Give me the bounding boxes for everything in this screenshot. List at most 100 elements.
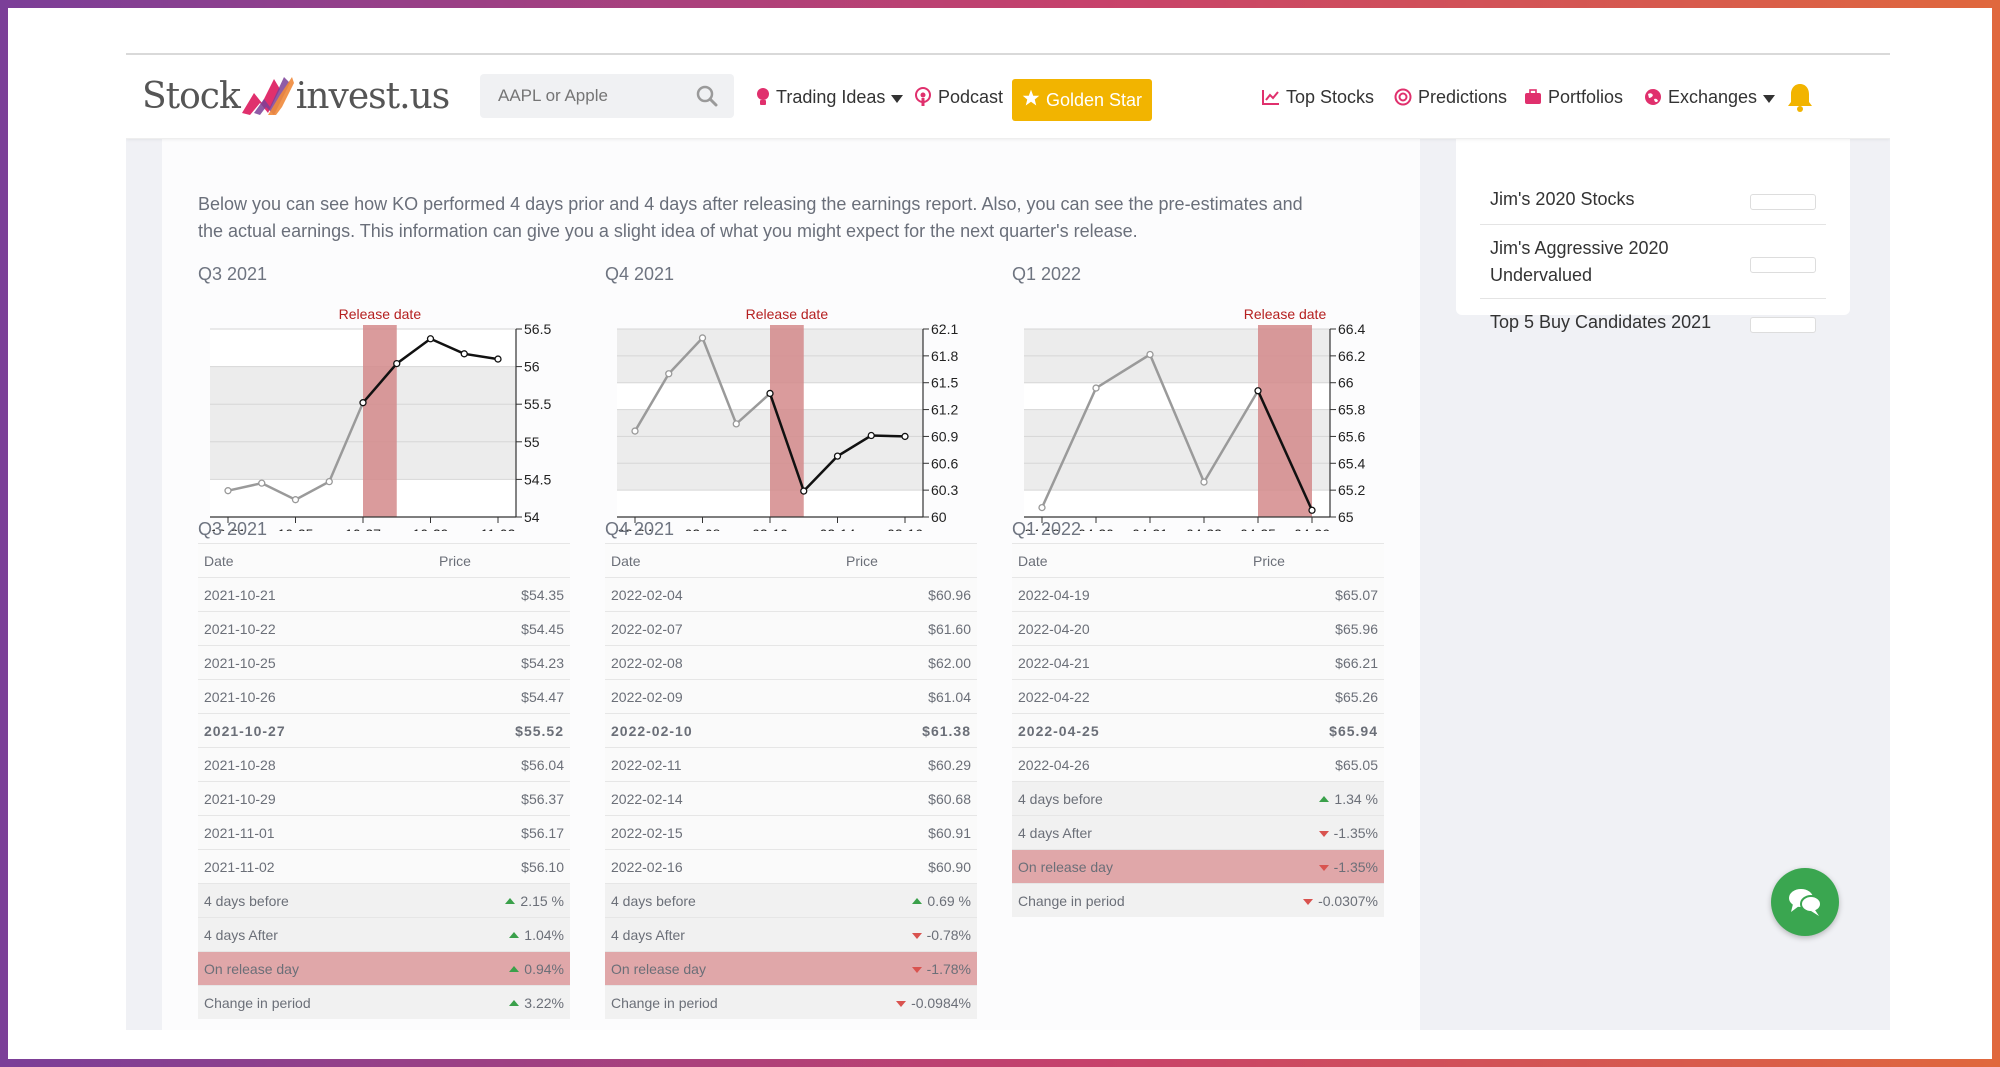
table-title: Q1 2022 (1012, 519, 1082, 539)
y-tick-label: 61.5 (931, 375, 958, 391)
price-table: Date Price 2022-04-19 $65.07 2022-04-20 $65.9… (1012, 543, 1384, 917)
stat-value-wrap: 1.04% (509, 927, 564, 943)
chat-icon (1789, 889, 1822, 916)
price-chart-svg: 65 65.2 65.4 65.6 65.8 66 66.2 66.4 Release date… (1024, 306, 1365, 542)
row-date: 2021-10-25 (204, 654, 276, 671)
table-row-release: 2022-04-25 $65.94 (1012, 713, 1384, 747)
release-date-label: Release date (746, 306, 829, 322)
app-window: Stock invest.us Trading Ideas (126, 53, 1890, 1030)
stat-value-wrap: 1.34 % (1319, 791, 1378, 807)
header-price: Price (1253, 552, 1285, 569)
table-row: 2021-10-25 $54.23 (198, 645, 570, 679)
bell-icon[interactable] (1786, 77, 1814, 117)
data-point (426, 335, 435, 343)
y-tick-label: 66 (1338, 375, 1354, 391)
table-row: 2021-10-26 $54.47 (198, 679, 570, 713)
x-tick-label: 02-14 (820, 526, 856, 531)
stat-value-wrap: -1.78% (911, 961, 971, 977)
stat-label: Change in period (1018, 892, 1125, 909)
y-tick-label: 65.2 (1338, 482, 1365, 498)
stat-value-wrap: -0.0307% (1303, 893, 1378, 909)
table-row: 2022-04-20 $65.96 (1012, 611, 1384, 645)
up-arrow-icon (509, 965, 520, 972)
table-row: 2022-04-26 $65.05 (1012, 747, 1384, 781)
y-tick-label: 66.2 (1338, 348, 1365, 364)
logo-text-right: invest.us (295, 75, 450, 117)
table-row: 2021-10-29 $56.37 (198, 781, 570, 815)
nav-top-stocks[interactable]: Top Stocks (1262, 77, 1374, 117)
data-point (833, 452, 842, 460)
follow-button[interactable] (1750, 194, 1816, 210)
data-point (359, 399, 367, 407)
y-tick-label: 55.5 (524, 396, 551, 412)
row-date: 2022-04-25 (1018, 722, 1100, 739)
golden-star-label: Golden Star (1045, 89, 1143, 110)
logo-text-left: Stock (142, 75, 241, 117)
y-tick-label: 61.8 (931, 348, 958, 364)
row-price: $65.07 (1335, 586, 1378, 603)
nav-podcast[interactable]: Podcast (914, 77, 1003, 117)
data-point (766, 389, 774, 398)
stat-label: 4 days After (1018, 824, 1092, 841)
row-date: 2021-11-02 (204, 858, 275, 875)
row-price: $54.35 (521, 586, 564, 603)
y-tick-label: 60.3 (931, 482, 958, 498)
stat-value: -0.78% (926, 926, 971, 943)
stats-row: Change in period -0.0307% (1012, 883, 1384, 917)
x-tick-label: 04-21 (1132, 526, 1168, 531)
x-tick-label: 04-26 (1294, 526, 1330, 531)
table-row: 2022-02-08 $62.00 (605, 645, 977, 679)
follow-button[interactable] (1750, 317, 1816, 333)
sidebar-portfolio-list: Jim's 2020 Stocks Jim's Aggressive 2020 … (1456, 139, 1850, 333)
y-tick-label: 65.6 (1338, 428, 1365, 444)
price-table: Date Price 2022-02-04 $60.96 2022-02-07 $61.6… (605, 543, 977, 1019)
stats-row: 4 days After 1.04% (198, 917, 570, 951)
table-row: 2022-02-16 $60.90 (605, 849, 977, 883)
data-point (631, 427, 639, 435)
release-date-band (363, 325, 397, 517)
sidebar-item-jims-2020[interactable]: Jim's 2020 Stocks (1490, 186, 1828, 213)
chevron-down-icon (1763, 87, 1776, 108)
row-price: $60.91 (928, 824, 971, 841)
row-date: 2022-04-20 (1018, 620, 1090, 637)
nav-predictions[interactable]: Predictions (1394, 77, 1507, 117)
nav-portfolios[interactable]: Portfolios (1524, 77, 1623, 117)
row-price: $65.26 (1335, 688, 1378, 705)
stat-value: 0.94% (524, 960, 564, 977)
row-date: 2021-10-27 (204, 722, 286, 739)
row-price: $56.10 (521, 858, 564, 875)
sidebar-item-top-5-buy[interactable]: Top 5 Buy Candidates 2021 (1490, 309, 1828, 336)
row-date: 2021-10-28 (204, 756, 276, 773)
briefcase-icon (1524, 89, 1542, 105)
data-point (258, 479, 266, 487)
nav-podcast-label: Podcast (938, 86, 1004, 107)
table-row: 2021-11-02 $56.10 (198, 849, 570, 883)
down-arrow-icon (896, 1000, 907, 1007)
data-point (732, 420, 740, 428)
y-tick-label: 60.9 (931, 428, 958, 444)
nav-trading-ideas[interactable]: Trading Ideas (756, 77, 904, 117)
data-point (224, 487, 232, 495)
nav-exchanges[interactable]: Exchanges (1644, 77, 1776, 117)
search-input[interactable] (480, 74, 734, 118)
divider (1480, 224, 1826, 225)
logo[interactable]: Stock invest.us (142, 73, 450, 119)
star-icon (1022, 89, 1040, 112)
row-price: $66.21 (1335, 654, 1378, 671)
stats-row: 4 days before 2.15 % (198, 883, 570, 917)
table-row: 2022-04-22 $65.26 (1012, 679, 1384, 713)
stat-value-wrap: -0.78% (911, 926, 971, 943)
price-chart-svg: 60 60.3 60.6 60.9 61.2 61.5 61.8 62.1 Release da… (617, 306, 958, 542)
golden-star-button[interactable]: Golden Star (1012, 79, 1152, 121)
browser-frame: Stock invest.us Trading Ideas (8, 8, 1992, 1059)
search-box (480, 74, 734, 118)
stat-label: 4 days After (204, 926, 278, 943)
sidebar-item-jims-aggressive[interactable]: Jim's Aggressive 2020 Undervalued (1490, 235, 1750, 289)
row-date: 2021-10-26 (204, 688, 276, 705)
data-point (800, 487, 808, 495)
follow-button[interactable] (1750, 257, 1816, 273)
chat-button[interactable] (1771, 868, 1839, 936)
search-icon[interactable] (696, 85, 718, 112)
data-point (1146, 350, 1154, 359)
